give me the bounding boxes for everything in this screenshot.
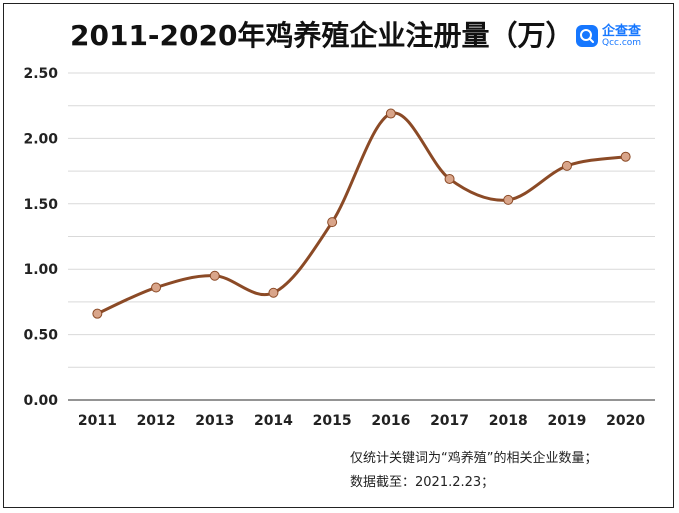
gridlines	[68, 72, 655, 401]
y-axis-ticks: 0.00 0.50 1.00 1.50 2.00 2.50	[23, 66, 58, 409]
x-tick-label: 2013	[195, 413, 234, 429]
data-point-2017	[444, 173, 455, 184]
series-line	[96, 111, 626, 316]
y-tick-label: 0.50	[23, 328, 58, 344]
x-tick-label: 2014	[254, 413, 293, 429]
x-tick-label: 2012	[137, 413, 176, 429]
data-point-2016	[385, 108, 396, 119]
data-point-2014	[268, 287, 279, 298]
qcc-logo-icon	[576, 25, 598, 47]
logo-name-cn: 企查查	[602, 23, 642, 39]
y-tick-label: 0.00	[23, 393, 58, 409]
data-point-2011	[92, 308, 103, 319]
y-tick-label: 2.00	[23, 131, 58, 147]
data-point-2015	[327, 217, 338, 228]
y-tick-label: 1.00	[23, 262, 58, 278]
x-axis-ticks: 2011 2012 2013 2014 2015 2016 2017 2018 2019 2020	[78, 413, 646, 429]
x-tick-label: 2011	[78, 413, 117, 429]
data-points	[92, 108, 631, 319]
chart-frame	[3, 3, 674, 508]
data-point-2012	[151, 282, 162, 293]
data-point-2019	[561, 160, 572, 171]
y-tick-label: 1.50	[23, 197, 58, 213]
footnote-date: 数据截至：2021.2.23；	[350, 475, 495, 490]
chart-title: 2011-2020年鸡养殖企业注册量（万）	[70, 19, 574, 52]
x-tick-label: 2017	[430, 413, 469, 429]
data-point-2013	[209, 270, 220, 281]
x-tick-label: 2018	[489, 413, 528, 429]
qcc-logo: 企查查 Qcc.com	[576, 22, 641, 50]
logo-name-en: Qcc.com	[602, 37, 642, 48]
x-tick-label: 2020	[606, 413, 645, 429]
x-tick-label: 2015	[313, 413, 352, 429]
x-tick-label: 2019	[547, 413, 586, 429]
data-point-2018	[503, 194, 514, 205]
x-tick-label: 2016	[371, 413, 410, 429]
y-tick-label: 2.50	[23, 66, 58, 82]
series-line-layer	[96, 111, 626, 316]
footnote-scope: 仅统计关键词为“鸡养殖”的相关企业数量；	[350, 451, 598, 466]
data-point-2020	[620, 151, 631, 162]
